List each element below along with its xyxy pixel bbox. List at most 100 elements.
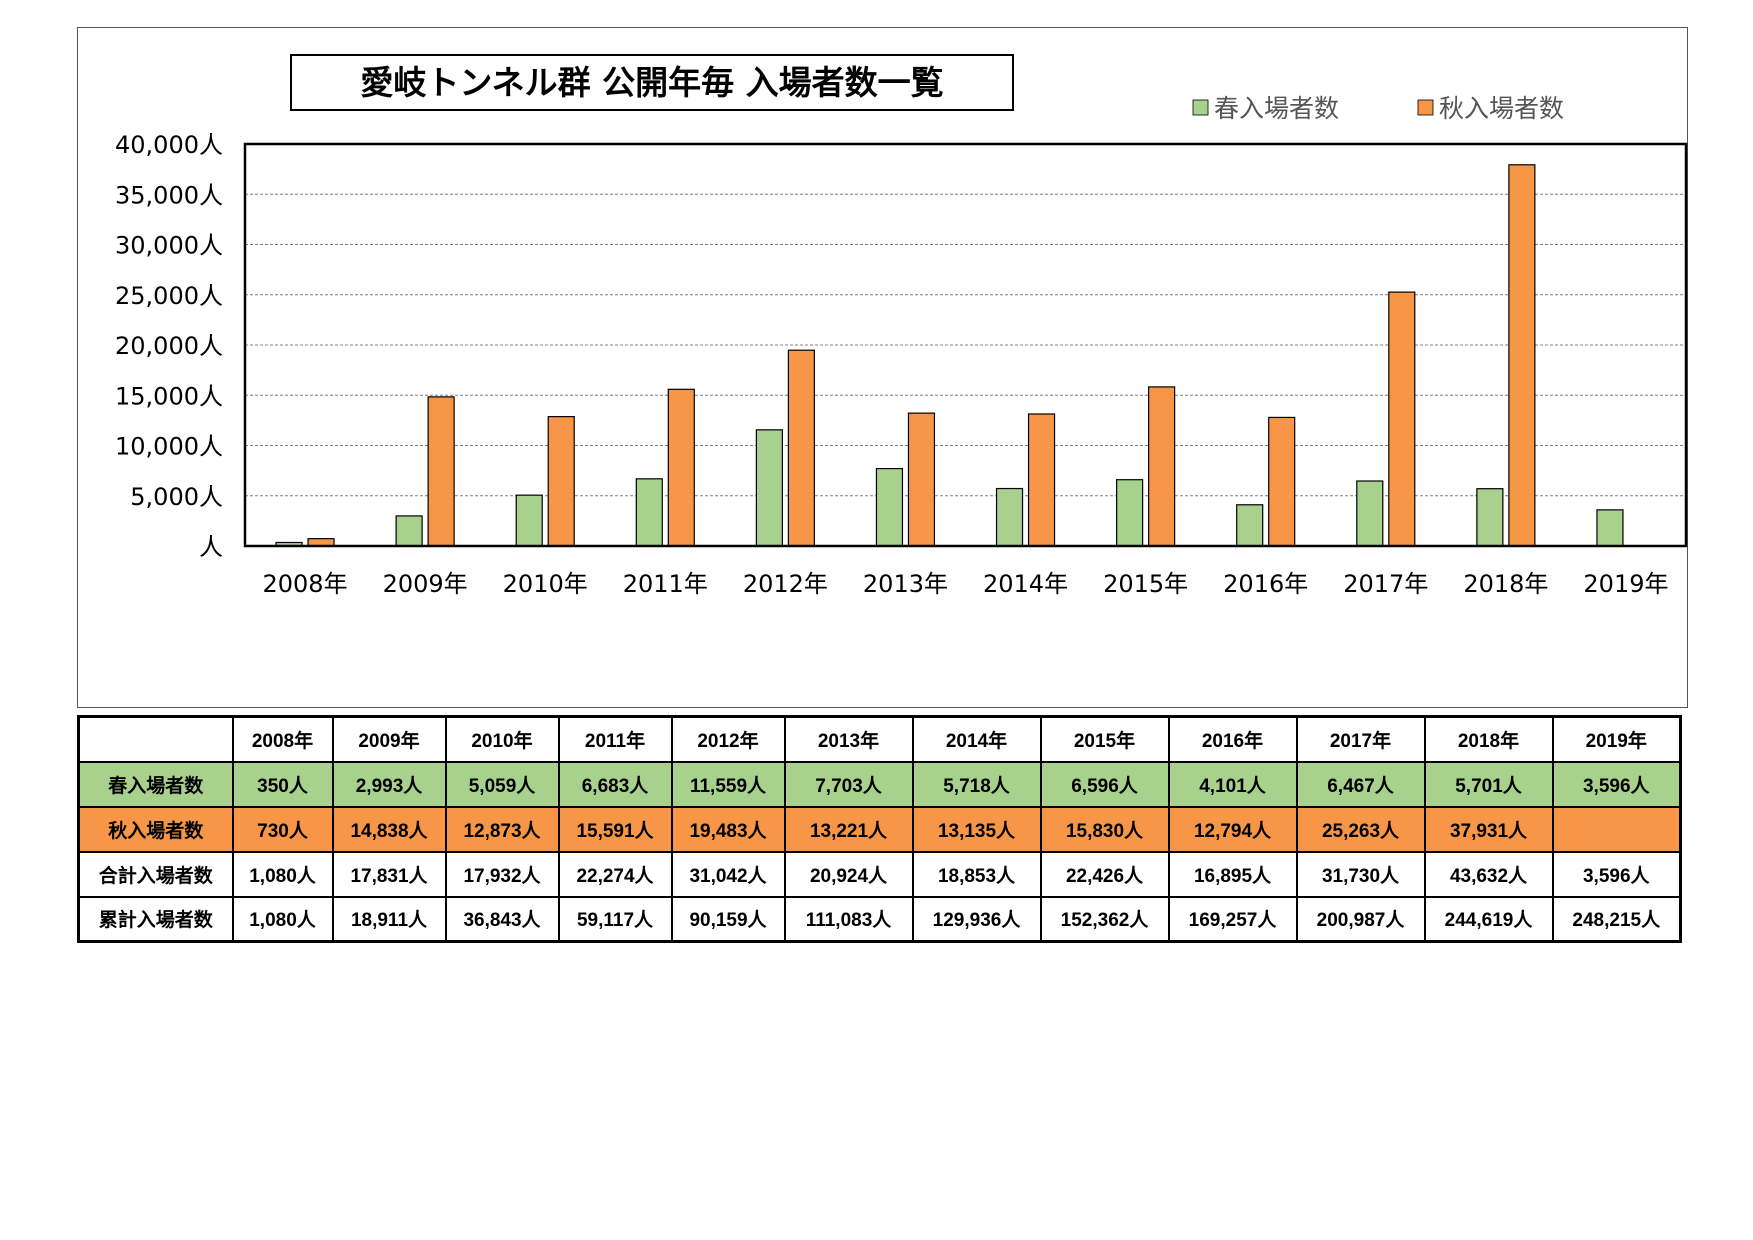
- table-cell: 248,215人: [1551, 895, 1682, 943]
- legend-label: 秋入場者数: [1439, 94, 1564, 123]
- table-cell: 16,895人: [1167, 850, 1298, 898]
- spring-bar: [515, 494, 543, 547]
- table-cell: 25,263人: [1295, 805, 1426, 853]
- table-cell: 244,619人: [1423, 895, 1554, 943]
- table-cell: 152,362人: [1039, 895, 1170, 943]
- table-cell: 3,596人: [1551, 760, 1682, 808]
- bar-chart: 人 5,000人 10,000人 15,000人 20,000人 25,000人 30,00…: [115, 54, 1688, 598]
- x-tick-label: 2013年: [863, 570, 948, 598]
- spring-bar: [1596, 509, 1624, 547]
- table-cell: 20,924人: [783, 850, 914, 898]
- autumn-bar: [1508, 164, 1536, 547]
- autumn-bar: [907, 412, 936, 547]
- table-cell: 17,932人: [444, 850, 560, 898]
- table-year-header: 2015年: [1039, 715, 1170, 763]
- table-year-header: 2018年: [1423, 715, 1554, 763]
- table-cell: 43,632人: [1423, 850, 1554, 898]
- table-header-row: 2008年 2009年 2010年 2011年 2012年 2013年 2014年 2015年…: [77, 715, 1682, 763]
- table-year-header: 2013年: [783, 715, 914, 763]
- table-cell: 12,794人: [1167, 805, 1298, 853]
- spring-legend-swatch: [1192, 99, 1209, 116]
- y-tick-label: 人: [199, 533, 223, 561]
- table-cell: 3,596人: [1551, 850, 1682, 898]
- table-year-header: 2017年: [1295, 715, 1426, 763]
- table-cell: 111,083人: [783, 895, 914, 943]
- x-tick-label: 2017年: [1343, 570, 1428, 598]
- table-cell: 2,993人: [331, 760, 447, 808]
- table-cell: 13,135人: [911, 805, 1042, 853]
- table-cell: 36,843人: [444, 895, 560, 943]
- table-cell: 31,042人: [670, 850, 786, 898]
- table-cell: 37,931人: [1423, 805, 1554, 853]
- table-year-header: 2011年: [557, 715, 673, 763]
- visitor-table: 2008年 2009年 2010年 2011年 2012年 2013年 2014年 2015年…: [77, 715, 1682, 943]
- spring-row: 春入場者数 350人 2,993人 5,059人 6,683人 11,559人 7,703人…: [77, 760, 1682, 808]
- table-cell: 18,911人: [331, 895, 447, 943]
- table-cell: 15,591人: [557, 805, 673, 853]
- y-tick-label: 15,000人: [115, 382, 223, 410]
- x-tick-label: 2018年: [1463, 570, 1548, 598]
- chart-title: 愛岐トンネル群 公開年毎 入場者数一覧: [360, 63, 943, 102]
- y-tick-label: 25,000人: [115, 282, 223, 310]
- autumn-bar: [667, 388, 695, 547]
- table-cell: 59,117人: [557, 895, 673, 943]
- table-cell: 1,080人: [231, 895, 334, 943]
- table-cell: 4,101人: [1167, 760, 1298, 808]
- autumn-bar: [787, 349, 815, 547]
- table-cell: 13,221人: [783, 805, 914, 853]
- table-cell: 22,426人: [1039, 850, 1170, 898]
- table-cell: 169,257人: [1167, 895, 1298, 943]
- autumn-bar: [547, 416, 575, 547]
- spring-bar: [1116, 479, 1144, 547]
- spring-bar: [1476, 488, 1504, 547]
- table-cell: 17,831人: [331, 850, 447, 898]
- table-year-header: 2010年: [444, 715, 560, 763]
- x-tick-label: 2009年: [383, 570, 468, 598]
- table-cell: 22,274人: [557, 850, 673, 898]
- table-year-header: 2019年: [1551, 715, 1682, 763]
- title-box: [290, 54, 1014, 111]
- y-tick-label: 20,000人: [115, 332, 223, 360]
- table-cell: 5,701人: [1423, 760, 1554, 808]
- chart-frame: 人 5,000人 10,000人 15,000人 20,000人 25,000人 30,00…: [77, 27, 1688, 708]
- autumn-bar: [1268, 416, 1296, 547]
- autumn-row: 秋入場者数 730人 14,838人 12,873人 15,591人 19,483人 13,…: [77, 805, 1682, 853]
- cumulative-row: 累計入場者数 1,080人 18,911人 36,843人 59,117人 90,159人…: [77, 895, 1682, 943]
- row-label: 秋入場者数: [77, 805, 234, 853]
- table-corner-cell: [77, 715, 234, 763]
- table-year-header: 2014年: [911, 715, 1042, 763]
- table-cell: 730人: [231, 805, 334, 853]
- table-cell: 12,873人: [444, 805, 560, 853]
- table-cell: 31,730人: [1295, 850, 1426, 898]
- table-cell: 1,080人: [231, 850, 334, 898]
- autumn-legend-swatch: [1417, 99, 1434, 116]
- spring-bar: [635, 478, 663, 547]
- plot-area-border: [243, 142, 1688, 548]
- x-tick-label: 2019年: [1583, 570, 1668, 598]
- y-tick-label: 5,000人: [130, 483, 223, 511]
- table-cell: 15,830人: [1039, 805, 1170, 853]
- table-cell: 11,559人: [670, 760, 786, 808]
- table-cell: 200,987人: [1295, 895, 1426, 943]
- row-label: 累計入場者数: [77, 895, 234, 943]
- row-label: 合計入場者数: [77, 850, 234, 898]
- table-cell: 14,838人: [331, 805, 447, 853]
- y-tick-label: 40,000人: [115, 131, 223, 159]
- autumn-bar: [1388, 291, 1416, 547]
- x-tick-label: 2008年: [263, 570, 348, 598]
- y-tick-label: 10,000人: [115, 433, 223, 461]
- table-cell: [1551, 805, 1682, 853]
- autumn-bar: [1148, 386, 1176, 547]
- autumn-bar: [427, 396, 455, 547]
- autumn-bar: [1027, 413, 1056, 547]
- spring-bar: [995, 487, 1024, 547]
- table-cell: 5,718人: [911, 760, 1042, 808]
- x-tick-label: 2012年: [743, 570, 828, 598]
- x-tick-label: 2011年: [623, 570, 708, 598]
- table-year-header: 2009年: [331, 715, 447, 763]
- y-tick-label: 35,000人: [115, 181, 223, 209]
- spring-bar: [875, 467, 904, 547]
- table-cell: 6,683人: [557, 760, 673, 808]
- table-year-header: 2012年: [670, 715, 786, 763]
- table-cell: 5,059人: [444, 760, 560, 808]
